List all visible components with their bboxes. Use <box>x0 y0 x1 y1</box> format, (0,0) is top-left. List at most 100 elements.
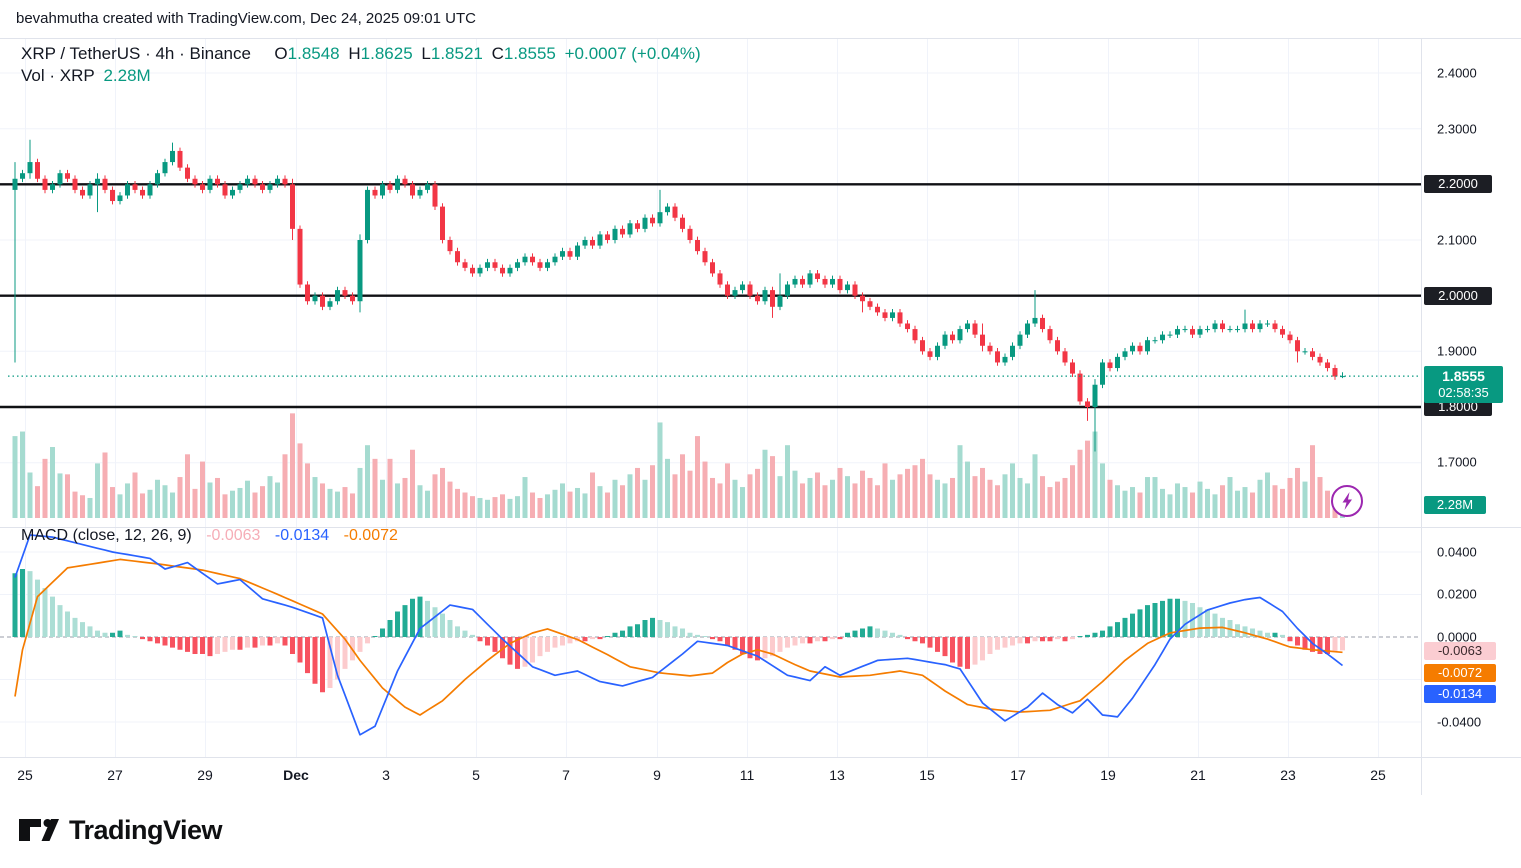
macd-hist-bar <box>710 637 715 640</box>
volume-bar <box>845 476 850 518</box>
volume-bar <box>1205 488 1210 518</box>
macd-signal-line <box>14 558 1343 716</box>
macd-hist-bar <box>1062 637 1068 642</box>
volume-bar <box>1197 481 1203 518</box>
price-axis-separator <box>1421 38 1422 795</box>
macd-hist-bar <box>432 607 438 637</box>
volume-bar <box>792 470 798 518</box>
volume-bar <box>252 492 258 518</box>
attribution-text: bevahmutha created with TradingView.com,… <box>16 10 476 27</box>
macd-hist-bar <box>50 596 55 637</box>
instant-trade-button[interactable] <box>1331 485 1363 517</box>
macd-hist-bar <box>657 620 663 637</box>
tradingview-logo[interactable]: TradingView <box>18 812 223 848</box>
macd-hist-bar <box>732 637 738 650</box>
level-badge-2.0: 2.0000 <box>1424 287 1492 305</box>
macd-legend[interactable]: MACD (close, 12, 26, 9) -0.0063 -0.0134 … <box>21 527 402 545</box>
volume-series <box>12 413 1345 518</box>
macd-hist-bar <box>815 637 820 642</box>
macd-hist-bar <box>305 637 310 674</box>
candle-body <box>237 184 243 190</box>
time-axis-label: Dec <box>283 767 309 783</box>
macd-hist-bar <box>492 637 498 652</box>
candle-body <box>755 295 760 302</box>
candle-body <box>597 234 603 246</box>
macd-hist-bar <box>215 637 220 654</box>
macd-hist-bar <box>860 628 865 637</box>
chart-canvas[interactable] <box>0 0 1521 795</box>
macd-hist-bar <box>777 637 783 652</box>
symbol-legend[interactable]: XRP / TetherUS · 4h · Binance O1.8548 H1… <box>21 44 705 64</box>
candle-body <box>162 162 168 174</box>
candle-body <box>950 334 955 341</box>
macd-hist-bar <box>42 588 48 637</box>
candle-body <box>1287 334 1293 341</box>
ohlc-open-label: O <box>274 44 288 63</box>
volume-bar <box>215 477 220 518</box>
macd-hist-bar <box>125 634 130 637</box>
candle-body <box>1025 323 1030 335</box>
volume-bar <box>920 458 925 518</box>
volume-legend[interactable]: Vol · XRP 2.28M <box>21 66 155 86</box>
macd-hist-bar <box>905 637 910 640</box>
candle-body <box>905 323 910 330</box>
volume-bar <box>815 472 820 518</box>
macd-hist-bar <box>1212 613 1218 637</box>
volume-bar <box>192 488 198 518</box>
symbol-title[interactable]: XRP / TetherUS · 4h · Binance <box>21 44 251 63</box>
macd-hist-bar <box>1107 626 1113 637</box>
candle-body <box>695 240 700 252</box>
candle-body <box>455 251 460 263</box>
volume-bar <box>912 465 918 518</box>
volume-bar <box>1257 479 1263 518</box>
candle-body <box>1145 340 1150 352</box>
macd-axis-label: 0.0200 <box>1437 586 1477 602</box>
volume-bar <box>560 483 565 518</box>
candle-body <box>432 184 438 207</box>
candle-body <box>1310 351 1315 357</box>
time-axis-label: 25 <box>1370 767 1386 783</box>
volume-bar <box>177 477 183 518</box>
candle-body <box>425 184 430 190</box>
macd-hist-value: -0.0063 <box>206 527 261 544</box>
candle-body <box>1182 329 1188 331</box>
macd-hist-bar <box>1205 609 1210 637</box>
macd-title[interactable]: MACD <box>21 527 69 544</box>
volume-bar <box>957 445 963 518</box>
macd-hist-bar <box>545 637 550 652</box>
volume-bar <box>95 463 100 518</box>
grid-lines <box>0 38 1521 758</box>
candle-body <box>942 334 948 346</box>
candle-body <box>1250 323 1255 330</box>
macd-hist-bar <box>335 637 340 680</box>
volume-bar <box>927 474 933 518</box>
macd-hist-bar <box>1317 637 1323 654</box>
volume-bar <box>942 483 948 518</box>
volume-bar <box>740 487 745 518</box>
macd-hist-bar <box>402 605 408 637</box>
volume-bar <box>800 483 805 518</box>
candle-body <box>500 267 505 274</box>
macd-hist-bar <box>395 611 400 637</box>
candle-body <box>725 284 730 296</box>
macd-hist-bar <box>1332 637 1338 652</box>
candle-body <box>80 189 85 196</box>
macd-hist-bar <box>1130 613 1135 637</box>
macd-hist-bar <box>1160 600 1165 637</box>
volume-bar <box>72 491 78 518</box>
volume-bar <box>1250 492 1255 518</box>
volume-bar <box>1317 477 1323 518</box>
macd-hist-bar <box>1002 637 1008 648</box>
candle-body <box>1220 323 1225 330</box>
macd-hist-bar <box>762 637 768 659</box>
volume-bar <box>125 483 130 518</box>
candle-body <box>147 184 153 196</box>
level-lines <box>0 183 1421 409</box>
macd-hist-bar <box>822 637 828 642</box>
candle-body <box>260 184 265 190</box>
volume-bar <box>282 454 288 518</box>
macd-hist-bar <box>95 630 100 637</box>
volume-bar <box>770 456 775 518</box>
candle-body <box>87 184 93 196</box>
